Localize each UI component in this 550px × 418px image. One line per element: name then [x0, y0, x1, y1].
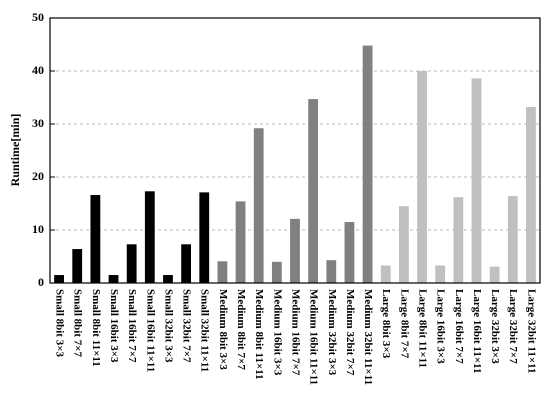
bar	[271, 261, 282, 283]
bar	[72, 249, 83, 283]
bar	[453, 197, 464, 283]
bar	[398, 206, 409, 283]
x-tick-label: Medium 16bit 11×11	[308, 289, 320, 385]
x-tick-label: Small 32bit 3×3	[162, 289, 174, 363]
x-tick-label: Medium 16bit 3×3	[271, 289, 283, 376]
bar	[144, 191, 155, 283]
x-tick-label: Small 8bit 11×11	[90, 289, 102, 367]
x-tick-label: Small 8bit 7×7	[72, 289, 84, 357]
bar	[163, 275, 173, 283]
bar	[489, 266, 500, 283]
bar	[181, 244, 192, 283]
y-tick-label: 0	[38, 275, 44, 289]
y-tick-label: 50	[32, 10, 44, 24]
x-tick-label: Medium 32bit 11×11	[362, 289, 374, 385]
bar	[507, 196, 518, 283]
bar	[471, 78, 482, 283]
x-tick-label: Large 8bit 7×7	[398, 289, 410, 359]
x-tick-label: Large 32bit 3×3	[489, 289, 501, 364]
x-tick-label: Small 32bit 11×11	[199, 289, 211, 372]
x-tick-label: Medium 32bit 3×3	[326, 289, 338, 376]
plot-frame	[49, 17, 541, 284]
x-tick-label: Large 16bit 11×11	[471, 289, 483, 373]
bar	[380, 265, 391, 283]
x-tick-label: Large 8bit 3×3	[380, 289, 392, 359]
y-tick-label: 20	[32, 169, 44, 183]
bar	[344, 222, 355, 283]
y-axis-label: Runtime[min]	[8, 114, 22, 187]
bar	[326, 260, 337, 283]
bar	[54, 275, 64, 283]
x-tick-label: Medium 32bit 7×7	[344, 289, 356, 376]
x-tick-label: Small 16bit 11×11	[144, 289, 156, 372]
bar	[526, 107, 536, 283]
bar	[126, 244, 137, 283]
bar	[235, 201, 246, 283]
y-tick-label: 40	[32, 63, 44, 77]
x-tick-label: Large 16bit 7×7	[453, 289, 465, 364]
bar	[199, 192, 210, 283]
bar	[253, 128, 264, 283]
x-tick-label: Large 16bit 3×3	[435, 289, 447, 364]
bar	[290, 218, 300, 283]
x-tick-label: Small 16bit 7×7	[126, 289, 138, 363]
bar	[417, 71, 427, 283]
x-tick-label: Small 32bit 7×7	[181, 289, 193, 363]
y-tick-label: 10	[32, 222, 44, 236]
bar	[90, 195, 101, 283]
x-tick-label: Medium 16bit 7×7	[289, 289, 301, 376]
x-tick-label: Medium 8bit 3×3	[217, 289, 229, 370]
x-tick-label: Medium 8bit 11×11	[253, 289, 265, 380]
x-tick-label: Large 32bit 7×7	[507, 289, 519, 364]
x-tick-label: Small 16bit 3×3	[108, 289, 120, 363]
bar	[435, 265, 446, 283]
x-tick-label: Large 32bit 11×11	[525, 289, 537, 374]
y-tick-label: 30	[32, 116, 44, 130]
bar	[308, 99, 319, 283]
bar	[362, 45, 373, 284]
x-tick-label: Small 8bit 3×3	[54, 289, 66, 357]
bar	[217, 261, 228, 283]
bar	[108, 275, 119, 283]
x-tick-label: Medium 8bit 7×7	[235, 289, 247, 370]
x-tick-label: Large 8bit 11×11	[417, 289, 429, 368]
